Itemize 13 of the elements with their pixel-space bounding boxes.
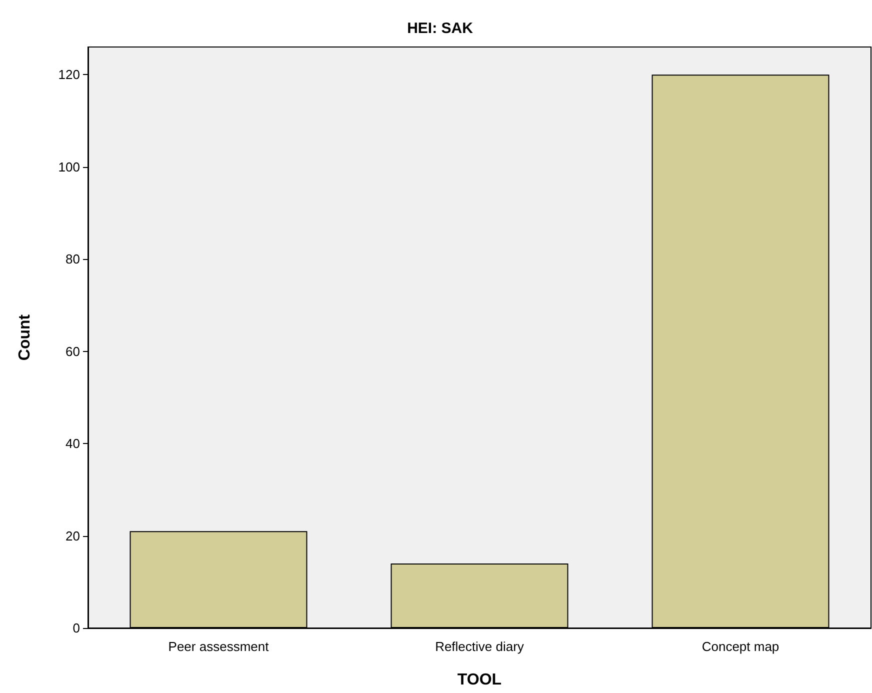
y-tick-label: 40 [66, 436, 80, 452]
y-tick-label: 0 [72, 620, 80, 636]
y-tick-label: 120 [58, 67, 80, 82]
y-axis-title: Count [16, 314, 34, 361]
y-tick-label: 20 [66, 528, 80, 544]
chart-title: HEI: SAK [407, 20, 474, 37]
x-tick-label: Concept map [702, 639, 780, 654]
y-tick-label: 80 [66, 252, 80, 267]
y-tick-label: 60 [66, 344, 80, 359]
y-tick-label: 100 [58, 159, 80, 174]
x-axis-title: TOOL [457, 672, 502, 688]
x-tick-label: Reflective diary [435, 639, 524, 654]
x-tick-label: Peer assessment [168, 639, 270, 654]
